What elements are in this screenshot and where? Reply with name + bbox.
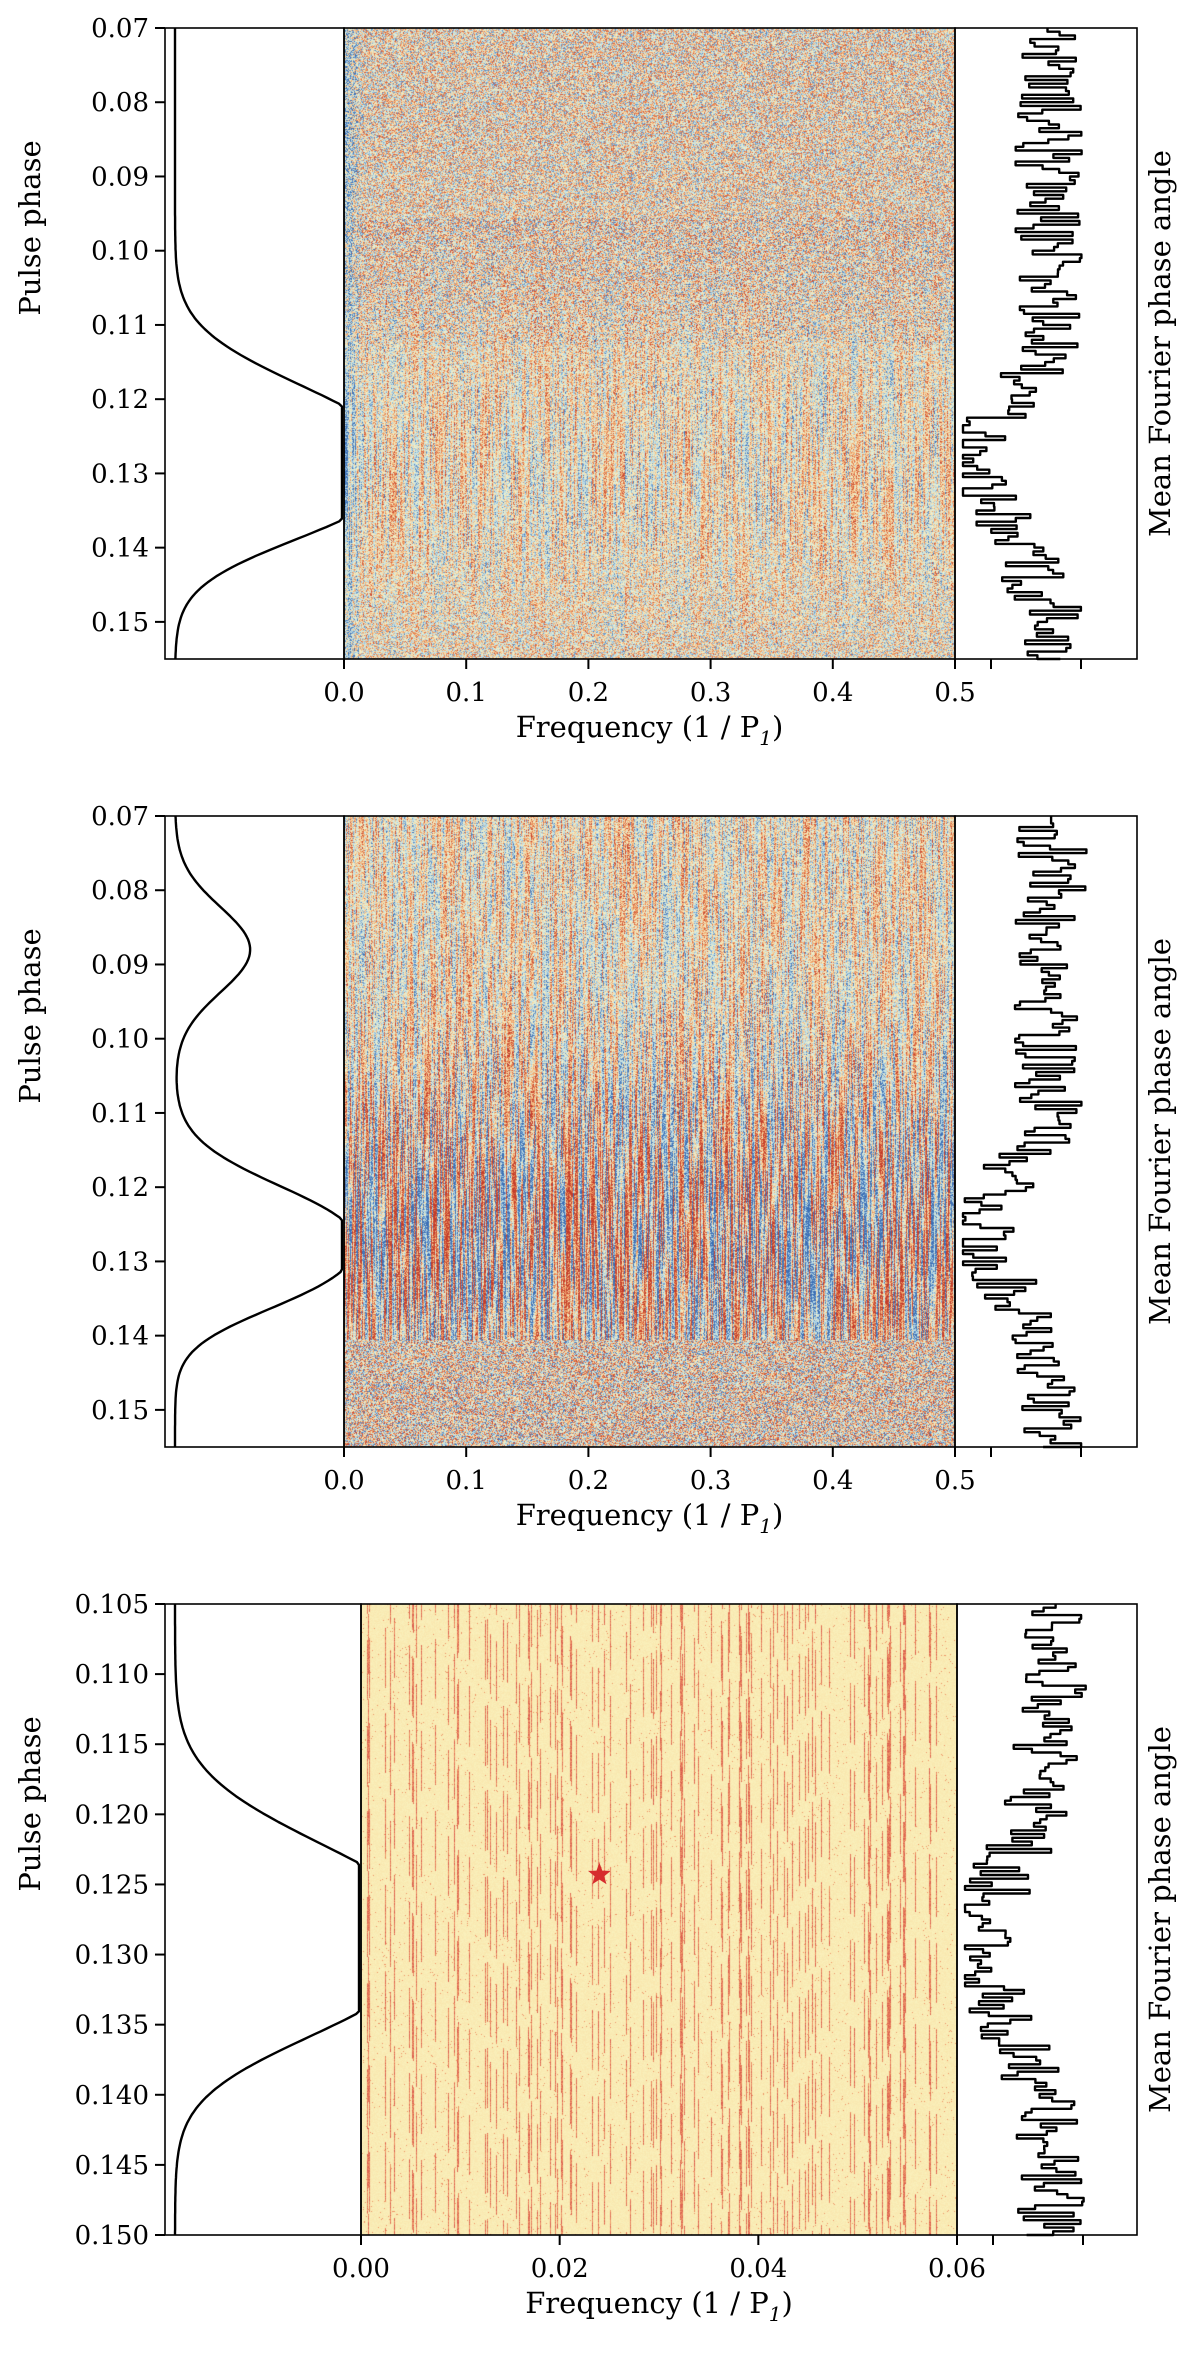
- y-tick-label: 0.10: [91, 1025, 149, 1055]
- y-axis-label: Pulse phase: [13, 1716, 47, 1891]
- y-tick-label: 0.08: [91, 88, 149, 118]
- star-marker: [588, 1862, 611, 1885]
- x-tick-label: 0.3: [690, 1466, 731, 1496]
- x-axis-label-close: ): [781, 2286, 792, 2320]
- y-tick-label: 0.11: [91, 311, 149, 341]
- x-axis-label: Frequency (1 / P1): [516, 1498, 784, 1538]
- profile-frame: [164, 1603, 362, 2236]
- y-tick-label: 0.13: [91, 1247, 149, 1277]
- y-tick-label: 0.07: [91, 14, 149, 44]
- x-axis-label-sub: 1: [759, 726, 772, 750]
- y-tick-label: 0.13: [91, 459, 149, 489]
- y-tick-label: 0.130: [75, 1941, 149, 1971]
- x-tick-label: 0.4: [812, 678, 853, 708]
- y-tick-label: 0.105: [75, 1590, 149, 1620]
- heatmap-image: [344, 816, 955, 1447]
- x-tick-label: 0.1: [446, 678, 487, 708]
- y-tick-label: 0.150: [75, 2221, 149, 2251]
- phase-angle-curve: [961, 816, 1088, 1449]
- panel-2: 0.070.080.090.100.110.120.130.140.150.0 0…: [13, 802, 1177, 1538]
- y-tick-label: 0.115: [75, 1730, 149, 1760]
- x-axis-label: Frequency (1 / P1): [525, 2286, 793, 2326]
- y-tick-label: 0.125: [75, 1870, 149, 1900]
- profile-frame: [164, 27, 345, 660]
- x-axis-label-close: ): [772, 1498, 783, 1532]
- x-tick-label: 0.4: [812, 1466, 853, 1496]
- x-tick-label: 0.2: [568, 1466, 609, 1496]
- angle-frame: [956, 1603, 1138, 2236]
- phase-angle-curve: [963, 1604, 1087, 2237]
- pulse-profile-curve: [173, 28, 344, 660]
- right-axis-label: Mean Fourier phase angle: [1143, 1726, 1177, 2113]
- y-tick-label: 0.14: [91, 534, 149, 564]
- y-tick-label: 0.12: [91, 385, 149, 415]
- x-axis-label-sub: 1: [769, 2302, 782, 2326]
- x-tick-label: 0.5: [934, 1466, 975, 1496]
- phase-angle-curve: [961, 28, 1083, 661]
- x-tick-label: 0.5: [934, 678, 975, 708]
- y-tick-label: 0.15: [91, 1396, 149, 1426]
- angle-frame: [954, 27, 1138, 660]
- y-tick-label: 0.09: [91, 162, 149, 192]
- panel-1: 0.070.080.090.100.110.120.130.140.150.0 0…: [13, 14, 1177, 750]
- y-tick-label: 0.110: [75, 1660, 149, 1690]
- x-axis-label-sub: 1: [759, 1514, 772, 1538]
- x-tick-label: 0.3: [690, 678, 731, 708]
- y-tick-label: 0.10: [91, 237, 149, 267]
- right-axis-label: Mean Fourier phase angle: [1143, 938, 1177, 1325]
- y-tick-label: 0.140: [75, 2081, 149, 2111]
- y-axis-label: Pulse phase: [13, 928, 47, 1103]
- x-axis-label-main: Frequency (1 / P: [525, 2286, 769, 2320]
- x-axis-label-main: Frequency (1 / P: [516, 1498, 760, 1532]
- right-axis-label: Mean Fourier phase angle: [1143, 150, 1177, 537]
- pulse-profile-curve: [173, 815, 344, 1447]
- y-tick-label: 0.09: [91, 950, 149, 980]
- y-axis-label: Pulse phase: [13, 140, 47, 315]
- heatmap-image: [344, 28, 955, 659]
- y-tick-label: 0.11: [91, 1099, 149, 1129]
- x-tick-label: 0.00: [332, 2254, 390, 2284]
- x-tick-label: 0.0: [323, 1466, 364, 1496]
- x-tick-label: 0.1: [446, 1466, 487, 1496]
- panel-3: 0.105 0.110 0.115 0.120 0.125 0.130 0.135 0.140…: [13, 1590, 1177, 2326]
- y-tick-label: 0.14: [91, 1322, 149, 1352]
- x-axis-label-close: ): [772, 710, 783, 744]
- angle-frame: [954, 815, 1138, 1448]
- y-tick-label: 0.135: [75, 2011, 149, 2041]
- y-tick-label: 0.120: [75, 1800, 149, 1830]
- x-tick-label: 0.06: [928, 2254, 986, 2284]
- y-tick-label: 0.15: [91, 608, 149, 638]
- y-tick-label: 0.12: [91, 1173, 149, 1203]
- x-tick-label: 0.02: [531, 2254, 589, 2284]
- y-tick-label: 0.08: [91, 876, 149, 906]
- x-tick-label: 0.0: [323, 678, 364, 708]
- heatmap-image: [361, 1604, 957, 2235]
- x-axis-label: Frequency (1 / P1): [516, 710, 784, 750]
- y-tick-label: 0.07: [91, 802, 149, 832]
- x-tick-label: 0.04: [729, 2254, 787, 2284]
- y-tick-label: 0.145: [75, 2151, 149, 2181]
- x-tick-label: 0.2: [568, 678, 609, 708]
- x-axis-label-main: Frequency (1 / P: [516, 710, 760, 744]
- pulse-profile-curve: [173, 1604, 361, 2235]
